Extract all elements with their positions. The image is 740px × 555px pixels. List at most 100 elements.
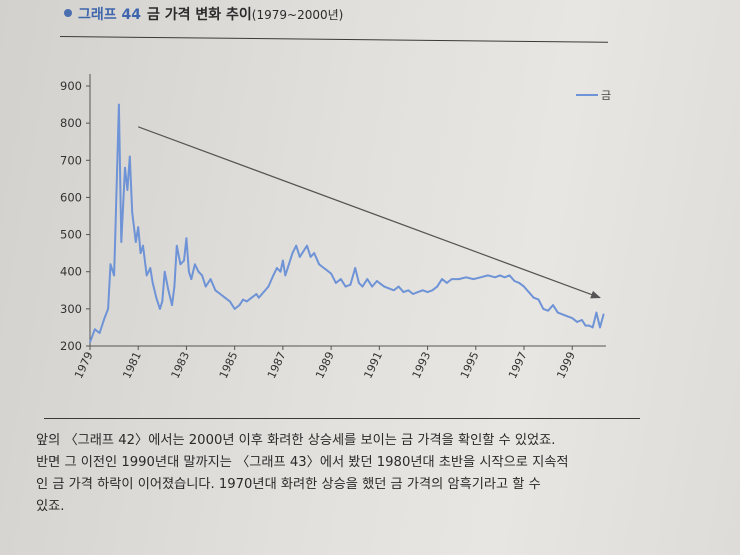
data-point	[185, 237, 188, 240]
data-point	[361, 285, 364, 288]
data-point	[214, 289, 217, 292]
data-point	[407, 289, 410, 292]
data-point	[262, 291, 265, 294]
data-point	[561, 313, 564, 316]
data-point	[571, 317, 574, 320]
data-point	[275, 267, 278, 269]
data-point	[173, 285, 176, 288]
data-point	[279, 270, 282, 273]
data-point	[193, 263, 196, 266]
data-point	[402, 291, 405, 294]
data-point	[537, 298, 540, 301]
data-point	[201, 274, 204, 277]
figure-title-text: 금 가격 변화 추이	[147, 7, 252, 23]
data-point	[233, 307, 236, 310]
data-point	[313, 252, 316, 255]
data-point	[344, 285, 347, 288]
data-point	[366, 278, 369, 281]
data-point	[376, 280, 378, 282]
data-point	[179, 263, 182, 266]
data-point	[450, 278, 453, 281]
data-point	[595, 311, 598, 314]
data-point	[118, 103, 120, 106]
data-point	[388, 287, 390, 290]
data-point	[120, 241, 123, 243]
data-point	[142, 244, 144, 247]
data-point	[167, 289, 170, 292]
data-point	[527, 291, 530, 294]
data-point	[245, 300, 248, 303]
data-point	[479, 276, 482, 279]
x-tick-label: 1989	[313, 350, 337, 381]
x-tick-label: 1993	[410, 350, 434, 381]
data-point	[137, 226, 140, 229]
data-point	[566, 315, 569, 318]
data-point	[436, 285, 439, 288]
data-point	[472, 278, 475, 281]
data-point	[288, 263, 290, 266]
paragraph-line: 있죠.	[36, 499, 65, 514]
data-point	[149, 267, 152, 269]
data-point	[163, 270, 166, 273]
data-point	[523, 285, 525, 288]
data-point	[552, 304, 554, 307]
x-tick-label: 1991	[361, 350, 385, 381]
figure-years: (1979~2000년)	[251, 8, 344, 22]
x-tick-label: 1995	[458, 350, 482, 381]
data-point	[556, 311, 559, 314]
data-point	[441, 278, 443, 281]
figure-label: 그래프 44	[78, 7, 141, 23]
x-tick-label: 1985	[217, 350, 241, 381]
data-point	[458, 278, 460, 281]
data-point	[257, 296, 260, 299]
data-point	[113, 274, 116, 277]
y-tick-label: 800	[60, 116, 82, 130]
data-point	[224, 296, 226, 299]
trend-arrow	[138, 126, 601, 299]
data-point	[503, 276, 506, 279]
data-point	[588, 324, 591, 327]
y-tick-label: 700	[60, 153, 82, 167]
data-point	[465, 276, 468, 279]
data-point	[306, 244, 308, 247]
data-point	[255, 293, 258, 295]
data-point	[155, 296, 158, 299]
data-point	[139, 252, 142, 255]
data-point	[204, 285, 207, 288]
data-point	[513, 280, 516, 282]
x-tick-label: 1999	[554, 350, 578, 381]
data-point	[284, 274, 287, 277]
paragraph-line: 앞의 〈그래프 42〉에서는 2000년 이후 화려한 상승세를 보이는 금 가…	[36, 433, 556, 448]
data-point	[93, 328, 96, 331]
data-point	[272, 274, 275, 277]
data-point	[175, 244, 178, 247]
data-point	[159, 307, 161, 310]
data-point	[532, 296, 535, 299]
bottom-rule	[44, 418, 640, 419]
bullet-icon	[64, 9, 72, 17]
data-point	[309, 255, 312, 258]
data-point	[580, 319, 583, 321]
data-point	[349, 283, 352, 286]
data-point	[250, 296, 253, 299]
data-point	[267, 285, 270, 288]
x-tick-label: 1997	[506, 350, 530, 381]
legend: 금	[576, 89, 611, 102]
data-point	[327, 270, 330, 273]
data-point	[378, 281, 381, 284]
data-point	[151, 281, 154, 284]
data-point	[371, 285, 374, 288]
data-point	[486, 274, 489, 277]
paragraph-line: 반면 그 이전인 1990년대 말까지는 〈그래프 43〉에서 봤던 1980년…	[36, 455, 569, 470]
data-point	[421, 289, 424, 292]
series-line-gold	[89, 103, 605, 343]
data-point	[412, 293, 415, 295]
data-point	[298, 255, 301, 258]
data-point	[145, 274, 148, 277]
data-point	[494, 276, 496, 279]
data-point	[126, 189, 129, 191]
y-tick-label: 200	[60, 339, 82, 353]
x-tick-label: 1983	[169, 350, 193, 381]
data-point	[171, 304, 173, 307]
